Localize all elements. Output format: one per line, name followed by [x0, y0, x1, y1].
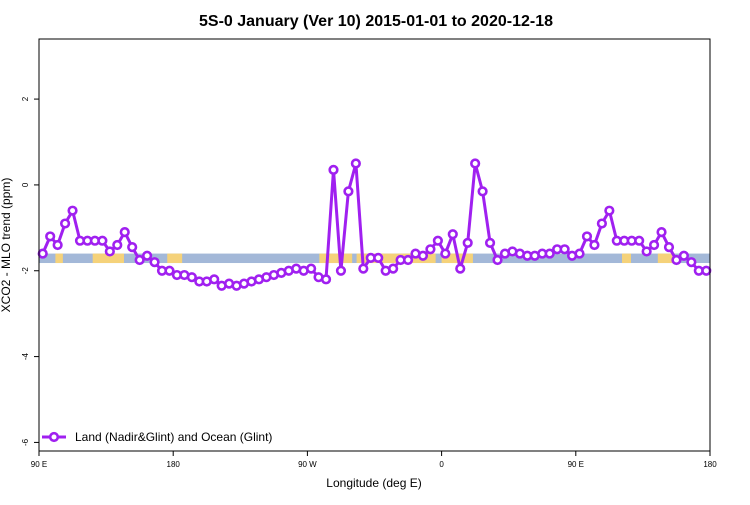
y-tick-label: 0 [21, 182, 30, 187]
data-point [388, 263, 399, 274]
data-point [164, 265, 175, 276]
data-point [127, 242, 138, 253]
y-axis: 2 0 -2 -4 -6 [21, 96, 39, 446]
data-point [559, 244, 570, 255]
data-point [328, 164, 339, 175]
data-point [402, 254, 414, 266]
data-point [67, 205, 78, 216]
land-segment [167, 253, 183, 264]
data-point [343, 186, 354, 197]
data-point [686, 257, 697, 268]
data-point [447, 229, 458, 240]
data-point [209, 274, 220, 285]
data-point [186, 272, 197, 283]
plot-frame [38, 38, 711, 452]
x-tick-label: 180 [703, 460, 717, 469]
legend-label: Land (Nadir&Glint) and Ocean (Glint) [75, 430, 272, 444]
data-point [417, 250, 429, 261]
data-point [52, 239, 63, 251]
data-point [574, 248, 585, 259]
data-point [142, 250, 153, 261]
x-tick-label: 180 [167, 460, 181, 469]
chart-title: 5S-0 January (Ver 10) 2015-01-01 to 2020… [199, 13, 553, 30]
y-axis-label: XCO2 - MLO trend (ppm) [0, 178, 13, 313]
data-point [462, 237, 473, 248]
y-tick-label: -4 [21, 352, 30, 360]
data-point [581, 231, 593, 242]
data-point [350, 158, 361, 169]
data-point [45, 231, 56, 242]
x-tick-label: 90 E [568, 460, 584, 469]
data-point [306, 263, 317, 274]
x-tick-label: 90 E [31, 460, 47, 469]
data-point [663, 242, 675, 253]
data-point [335, 265, 347, 276]
data-point [671, 254, 682, 266]
data-point [425, 244, 436, 255]
data-point [656, 227, 667, 238]
data-point [634, 235, 645, 246]
x-tick-label: 90 W [298, 460, 317, 469]
data-point [358, 263, 369, 274]
data-point [119, 227, 130, 238]
legend: Land (Nadir&Glint) and Ocean (Glint) [42, 430, 272, 444]
data-point [492, 254, 503, 266]
data-point [432, 235, 443, 246]
data-point [440, 248, 451, 259]
data-point [134, 254, 145, 266]
data-point [149, 257, 160, 268]
land-segment [622, 253, 631, 264]
data-point [544, 248, 555, 259]
x-axis: 90 E 180 90 W 0 90 E 180 [31, 451, 717, 469]
data-point [455, 263, 466, 274]
land-segment [55, 253, 63, 264]
data-point [37, 248, 48, 259]
data-point [484, 237, 496, 248]
y-tick-label: -2 [21, 267, 30, 275]
data-point [97, 235, 108, 246]
data-point [596, 218, 607, 229]
data-point [112, 239, 123, 251]
legend-swatch-marker [48, 431, 60, 443]
data-point [320, 274, 332, 285]
land-segment [92, 253, 124, 264]
data-point [104, 246, 115, 257]
data-point [678, 250, 690, 261]
data-point [59, 218, 71, 229]
land-segment [319, 253, 353, 264]
data-point [604, 205, 615, 216]
land-segment [657, 253, 673, 264]
data-point [641, 246, 652, 257]
series-layer [37, 158, 712, 291]
data-point [373, 252, 384, 263]
data-point [470, 158, 481, 169]
y-tick-label: 2 [21, 96, 30, 101]
y-tick-label: -6 [21, 438, 30, 446]
x-axis-label: Longitude (deg E) [326, 476, 421, 490]
data-point [477, 186, 488, 197]
data-point [648, 239, 660, 251]
data-point [701, 265, 712, 276]
x-tick-label: 0 [439, 460, 444, 469]
data-point [589, 239, 600, 251]
